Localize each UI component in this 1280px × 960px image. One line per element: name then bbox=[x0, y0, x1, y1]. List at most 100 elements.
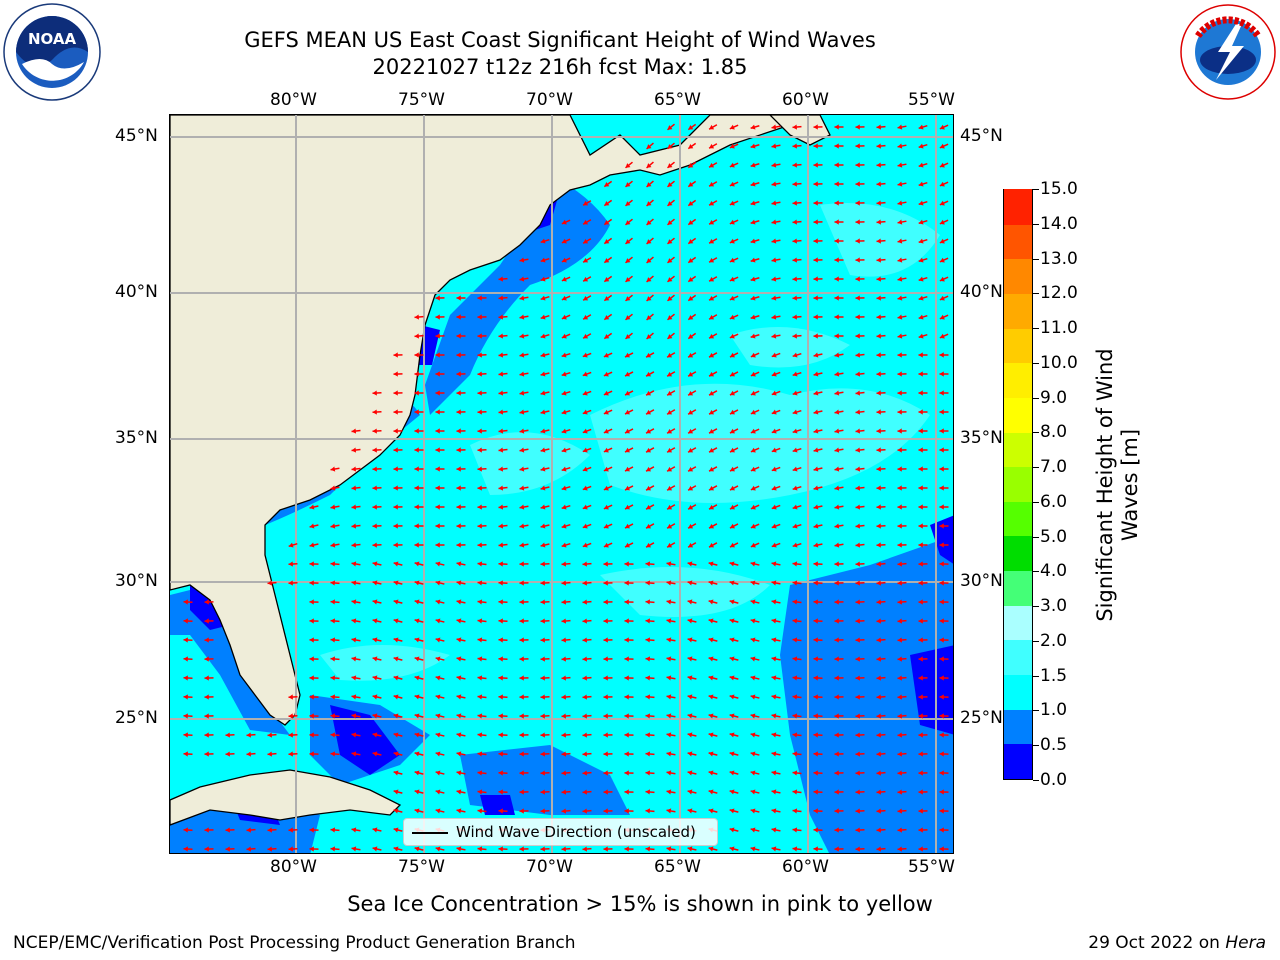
wave-direction-arrowhead bbox=[855, 409, 861, 415]
wave-direction-arrowhead bbox=[667, 315, 673, 320]
wave-direction-arrowhead bbox=[876, 124, 882, 130]
wave-direction-arrowhead bbox=[687, 599, 693, 605]
wave-direction-arrowhead bbox=[855, 770, 860, 776]
wave-direction-arrowhead bbox=[688, 352, 694, 358]
wave-direction-arrowhead bbox=[414, 656, 420, 662]
wave-direction-arrowhead bbox=[876, 713, 882, 719]
wave-direction-arrowhead bbox=[667, 390, 673, 396]
wave-direction-arrowhead bbox=[897, 124, 903, 130]
wave-direction-arrowhead bbox=[498, 276, 503, 282]
wave-direction-arrowhead bbox=[792, 846, 798, 852]
wave-direction-arrowhead bbox=[414, 333, 419, 339]
wave-direction-arrowhead bbox=[771, 485, 777, 491]
wave-direction-arrowhead bbox=[372, 732, 378, 738]
colorbar-tick-mark bbox=[1033, 432, 1039, 434]
wave-direction-arrowhead bbox=[393, 447, 398, 453]
wave-direction-arrowhead bbox=[918, 409, 923, 415]
wave-direction-arrowhead bbox=[435, 295, 440, 301]
wave-direction-arrowhead bbox=[498, 713, 503, 719]
wave-direction-arrowhead bbox=[771, 352, 777, 358]
wave-direction-arrowhead bbox=[687, 618, 693, 624]
wave-direction-arrowhead bbox=[688, 163, 694, 168]
wave-direction-arrowhead bbox=[834, 466, 840, 472]
wave-direction-arrowhead bbox=[918, 352, 923, 358]
nws-logo bbox=[1178, 2, 1278, 102]
wave-direction-arrowhead bbox=[792, 314, 797, 320]
footer-host: Hera bbox=[1225, 933, 1266, 953]
wave-direction-arrowhead bbox=[750, 846, 756, 852]
wave-direction-arrowhead bbox=[351, 485, 357, 491]
wave-direction-arrowhead bbox=[855, 181, 860, 187]
wave-direction-arrowhead bbox=[687, 751, 693, 757]
wave-direction-arrowhead bbox=[456, 352, 461, 358]
wave-direction-arrowhead bbox=[666, 694, 672, 700]
wave-direction-arrowhead bbox=[687, 637, 693, 643]
wave-direction-arrowhead bbox=[666, 599, 672, 605]
wave-direction-arrowhead bbox=[939, 599, 944, 605]
wave-direction-arrowhead bbox=[267, 580, 272, 586]
wave-direction-arrowhead bbox=[435, 390, 440, 396]
wave-direction-arrowhead bbox=[646, 409, 652, 415]
wave-direction-arrowhead bbox=[330, 713, 336, 719]
wave-direction-arrowhead bbox=[330, 542, 336, 548]
wave-direction-arrowhead bbox=[645, 694, 651, 700]
wave-direction-arrowhead bbox=[351, 428, 357, 434]
wave-direction-arrowhead bbox=[729, 504, 735, 510]
wave-direction-arrowhead bbox=[456, 713, 462, 719]
wave-direction-arrowhead bbox=[792, 808, 798, 814]
wave-direction-arrowhead bbox=[876, 371, 881, 377]
wave-direction-arrowhead bbox=[498, 789, 503, 795]
wave-direction-arrowhead bbox=[624, 599, 629, 605]
wave-direction-arrowhead bbox=[204, 618, 209, 624]
wave-direction-arrowhead bbox=[646, 144, 652, 149]
wave-direction-arrowhead bbox=[939, 580, 944, 586]
wave-band-1p5 bbox=[320, 203, 940, 681]
wave-direction-arrowhead bbox=[876, 257, 882, 263]
wave-direction-arrowhead bbox=[414, 428, 419, 434]
wave-direction-arrowhead bbox=[771, 542, 777, 548]
wave-direction-arrowhead bbox=[414, 770, 420, 776]
wave-direction-arrowhead bbox=[792, 580, 798, 586]
wave-direction-arrowhead bbox=[876, 637, 882, 643]
wave-direction-arrowhead bbox=[729, 409, 735, 415]
wave-direction-arrowhead bbox=[771, 276, 777, 282]
wave-direction-arrowhead bbox=[414, 751, 420, 757]
wave-direction-arrowhead bbox=[813, 219, 818, 225]
wave-direction-arrowhead bbox=[897, 143, 903, 149]
wave-direction-arrowhead bbox=[834, 808, 839, 814]
wave-direction-arrowhead bbox=[855, 390, 861, 396]
wave-direction-arrowhead bbox=[372, 599, 378, 605]
wave-direction-arrowhead bbox=[918, 295, 924, 301]
wave-direction-arrowhead bbox=[918, 656, 923, 662]
wave-direction-arrowhead bbox=[624, 409, 630, 415]
wave-direction-arrowhead bbox=[498, 428, 504, 434]
wave-direction-arrowhead bbox=[708, 770, 714, 776]
wave-direction-arrowhead bbox=[519, 846, 524, 852]
wave-direction-arrowhead bbox=[855, 333, 860, 339]
wave-direction-arrowhead bbox=[876, 808, 882, 814]
wave-direction-arrowhead bbox=[855, 314, 860, 320]
wave-direction-arrowhead bbox=[709, 276, 715, 282]
wave-direction-arrowhead bbox=[708, 789, 714, 795]
wave-direction-arrowhead bbox=[183, 637, 188, 643]
wave-direction-arrowhead bbox=[750, 124, 756, 130]
wave-direction-arrowhead bbox=[939, 808, 944, 814]
wave-direction-arrowhead bbox=[792, 143, 797, 149]
wave-direction-arrowhead bbox=[750, 827, 756, 833]
wave-direction-arrowhead bbox=[708, 618, 714, 624]
wave-direction-arrowhead bbox=[540, 504, 546, 510]
wave-direction-arrowhead bbox=[792, 827, 798, 833]
wave-direction-arrowhead bbox=[393, 466, 398, 472]
wave-direction-arrowhead bbox=[771, 371, 777, 377]
wave-direction-arrowhead bbox=[540, 675, 545, 681]
wave-direction-arrowhead bbox=[351, 732, 357, 738]
wave-direction-arrowhead bbox=[204, 637, 209, 643]
wave-direction-arrowhead bbox=[729, 466, 735, 472]
wave-direction-arrowhead bbox=[688, 447, 694, 453]
wave-direction-arrowhead bbox=[498, 485, 504, 491]
wave-direction-arrowhead bbox=[372, 390, 377, 396]
wave-direction-arrowhead bbox=[897, 561, 902, 567]
wave-direction-arrowhead bbox=[918, 770, 923, 776]
wave-direction-arrowhead bbox=[688, 277, 694, 282]
wave-direction-arrowhead bbox=[540, 618, 545, 624]
